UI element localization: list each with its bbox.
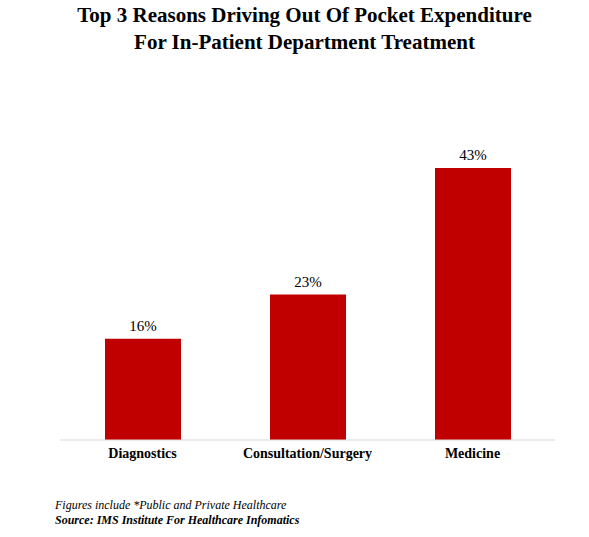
svg-text:23%: 23%	[294, 274, 322, 290]
svg-text:Medicine: Medicine	[445, 446, 500, 461]
html-text:Top 3 Reasons Driving Out Of P: Top 3 Reasons Driving Out Of Pocket Expe…	[77, 3, 532, 54]
html-text:Source: IMS Institute For Heal: Source: IMS Institute For Healthcare Inf…	[55, 513, 300, 527]
svg-text:Consultation/Surgery: Consultation/Surgery	[243, 446, 372, 461]
html-text:Figures include *Public and Pr: Figures include *Public and Private Heal…	[55, 498, 287, 512]
svg-text:Diagnostics: Diagnostics	[108, 446, 177, 461]
svg-text:16%: 16%	[129, 318, 157, 334]
svg-text:43%: 43%	[459, 147, 487, 163]
